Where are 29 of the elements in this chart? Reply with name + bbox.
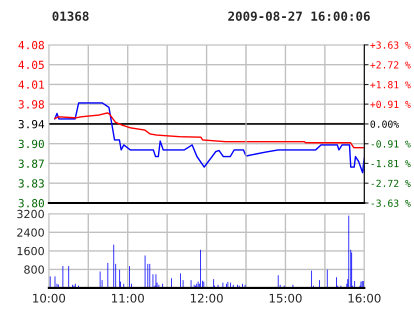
text: +2.72 % [370, 61, 411, 68]
y-tick-label: 1600 [18, 246, 44, 256]
chart-subtitle: 2009-08-27 16:00:06 [228, 11, 370, 21]
y-tick-label: 3.90 [18, 140, 44, 148]
y-tick-label: 3.98 [18, 100, 44, 109]
x-tick-label: 16:00 [348, 294, 381, 303]
text: -1.81 % [372, 160, 411, 168]
chart-title: 01368 [52, 11, 89, 21]
text: +1.81 % [370, 81, 411, 88]
y-tick-label: 3.83 [18, 179, 44, 188]
y-tick-label: 3.87 [18, 159, 44, 168]
y-tick-label: 3200 [17, 210, 44, 218]
text: +3.63 % [370, 41, 411, 49]
text: +0.91 % [370, 100, 411, 108]
y-tick-label: 3.80 [18, 199, 44, 208]
y-tick-label: 3.94 [18, 120, 44, 128]
text: -0.91 % [372, 140, 411, 148]
x-tick-label: 15:00 [270, 294, 302, 303]
y-tick-label: 2400 [17, 228, 44, 237]
text: -3.63 % [372, 200, 411, 207]
y-tick-label: 800 [24, 265, 44, 274]
y-tick-label: 4.05 [18, 60, 44, 70]
x-tick-label: 10:00 [33, 294, 66, 303]
x-tick-label: 12:00 [190, 294, 223, 303]
x-tick-label: 11:00 [112, 294, 144, 303]
text: 0.00% [370, 120, 399, 128]
y-tick-label: 4.08 [18, 40, 44, 50]
text: -2.72 % [372, 180, 411, 187]
y-tick-label: 4.01 [18, 80, 44, 89]
